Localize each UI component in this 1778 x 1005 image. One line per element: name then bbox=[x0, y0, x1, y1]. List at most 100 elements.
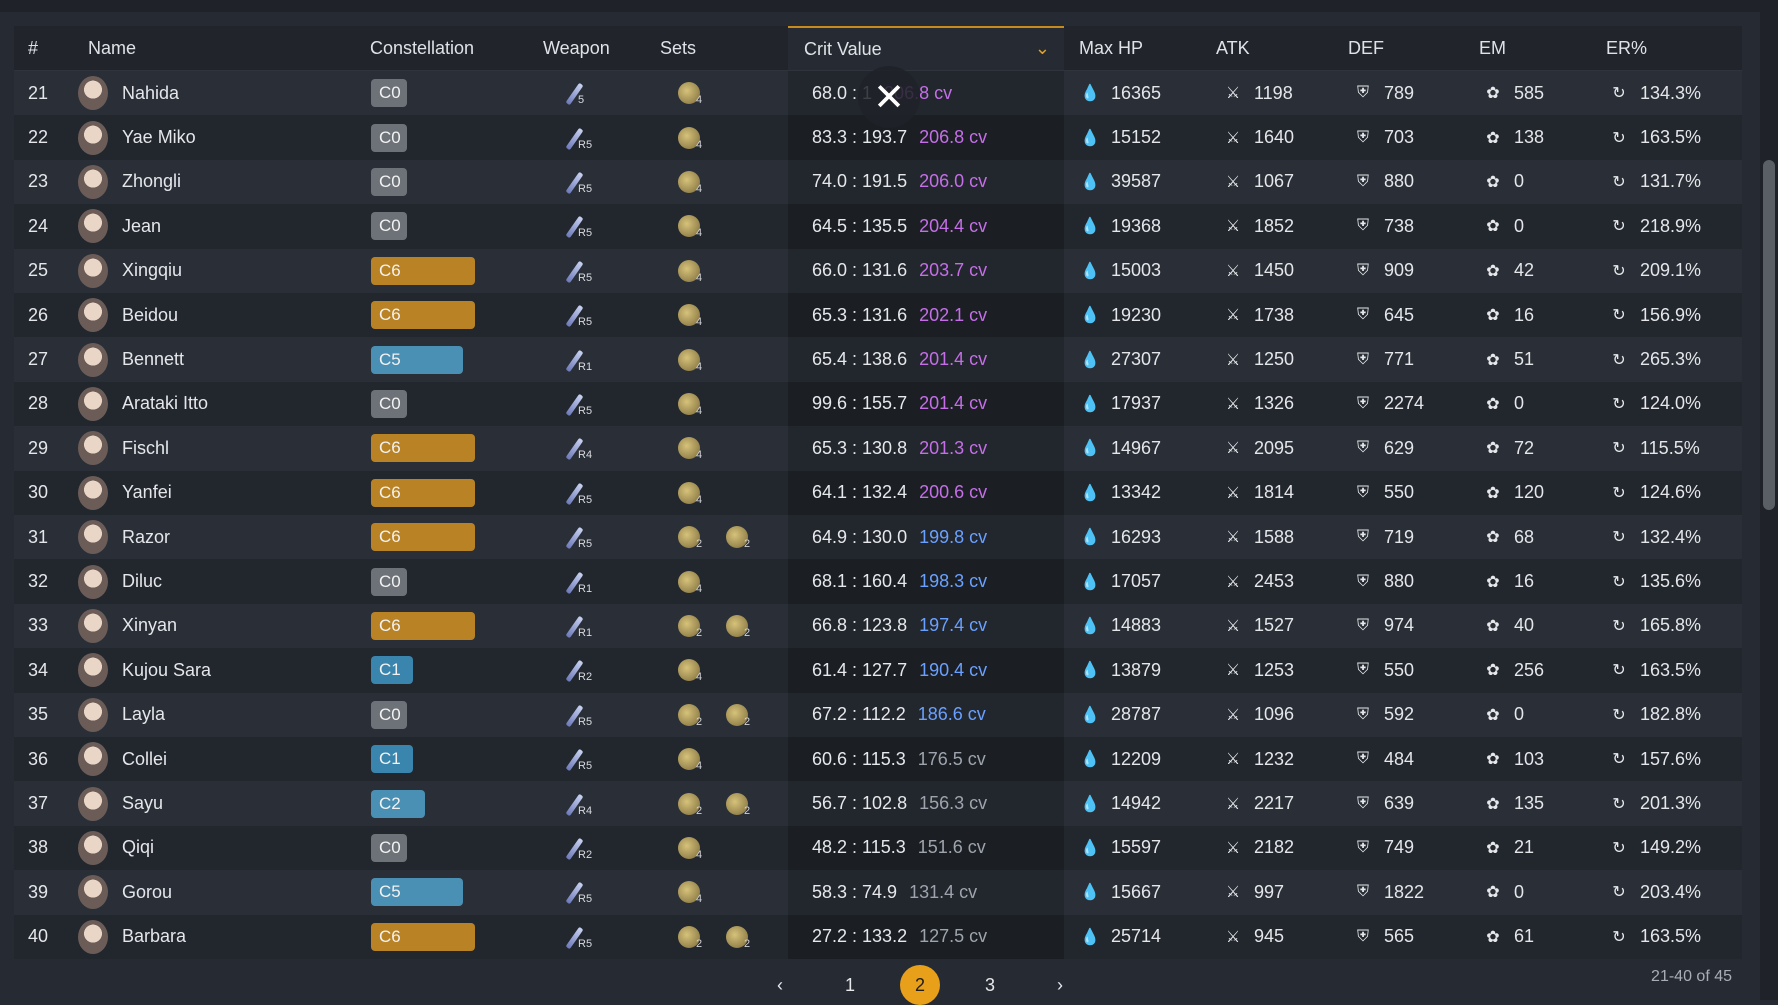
character-name-cell[interactable]: Qiqi bbox=[78, 826, 338, 870]
table-row[interactable]: 23 Zhongli C0 R5 4 74.0 : 191.5 206.0 cv 💧 39587… bbox=[14, 159, 1742, 205]
table-row[interactable]: 33 Xinyan C6 R1 2 2 66.8 : 123.8 197.4 cv 💧 14883… bbox=[14, 603, 1742, 649]
table-row[interactable]: 40 Barbara C6 R5 2 2 27.2 : 133.2 127.5 cv 💧 2571… bbox=[14, 914, 1742, 959]
sets-cell[interactable]: 4 bbox=[678, 115, 788, 159]
weapon-cell[interactable]: R2 bbox=[562, 648, 622, 692]
header-def[interactable]: DEF bbox=[1348, 37, 1384, 58]
table-row[interactable]: 31 Razor C6 R5 2 2 64.9 : 130.0 199.8 cv 💧 16293 ⚔… bbox=[14, 515, 1742, 560]
sets-cell[interactable]: 4 bbox=[678, 426, 788, 470]
character-name-cell[interactable]: Jean bbox=[78, 204, 338, 248]
weapon-cell[interactable]: R5 bbox=[562, 382, 622, 426]
table-row[interactable]: 22 Yae Miko C0 R5 4 83.3 : 193.7 206.8 cv 💧 1515… bbox=[14, 115, 1742, 160]
weapon-cell[interactable]: R4 bbox=[562, 781, 622, 825]
character-name-cell[interactable]: Sayu bbox=[78, 781, 338, 825]
table-row[interactable]: 30 Yanfei C6 R5 4 64.1 : 132.4 200.6 cv 💧 13342 ⚔… bbox=[14, 470, 1742, 515]
header-number[interactable]: # bbox=[28, 37, 39, 58]
table-row[interactable]: 32 Diluc C0 R1 4 68.1 : 160.4 198.3 cv 💧 17057 ⚔ 2… bbox=[14, 559, 1742, 604]
weapon-cell[interactable]: R5 bbox=[562, 915, 622, 959]
weapon-cell[interactable]: R5 bbox=[562, 737, 622, 781]
header-name[interactable]: Name bbox=[88, 37, 137, 58]
weapon-cell[interactable]: R5 bbox=[562, 249, 622, 293]
character-name-cell[interactable]: Bennett bbox=[78, 337, 338, 381]
header-er[interactable]: ER% bbox=[1606, 37, 1648, 58]
character-name-cell[interactable]: Arataki Itto bbox=[78, 382, 338, 426]
header-weapon[interactable]: Weapon bbox=[543, 37, 610, 58]
table-row[interactable]: 27 Bennett C5 R1 4 65.4 : 138.6 201.4 cv 💧 27307… bbox=[14, 337, 1742, 382]
header-crit-value[interactable]: Crit Value ⌄ bbox=[788, 26, 1064, 70]
sets-cell[interactable]: 4 bbox=[678, 337, 788, 381]
header-max-hp[interactable]: Max HP bbox=[1079, 37, 1144, 58]
weapon-cell[interactable]: R5 bbox=[562, 693, 622, 737]
header-em[interactable]: EM bbox=[1479, 37, 1506, 58]
sets-cell[interactable]: 4 bbox=[678, 471, 788, 515]
weapon-cell[interactable]: R5 bbox=[562, 471, 622, 515]
prev-page-button[interactable]: ‹ bbox=[777, 974, 783, 995]
page-1-button[interactable]: 1 bbox=[844, 974, 855, 995]
table-row[interactable]: 24 Jean C0 R5 4 64.5 : 135.5 204.4 cv 💧 19368 ⚔ 18… bbox=[14, 204, 1742, 249]
weapon-cell[interactable]: R4 bbox=[562, 426, 622, 470]
sets-cell[interactable]: 4 bbox=[678, 382, 788, 426]
scrollbar-thumb[interactable] bbox=[1763, 160, 1775, 510]
table-row[interactable]: 34 Kujou Sara C1 R2 4 61.4 : 127.7 190.4 cv 💧 13… bbox=[14, 648, 1742, 693]
page-3-button[interactable]: 3 bbox=[984, 974, 995, 995]
header-constellation[interactable]: Constellation bbox=[370, 37, 475, 58]
weapon-cell[interactable]: R5 bbox=[562, 115, 622, 159]
table-row[interactable]: 38 Qiqi C0 R2 4 48.2 : 115.3 151.6 cv 💧 15597 ⚔ 21… bbox=[14, 825, 1742, 871]
character-name-cell[interactable]: Diluc bbox=[78, 559, 338, 603]
weapon-cell[interactable]: R5 bbox=[562, 515, 622, 559]
weapon-cell[interactable]: 5 bbox=[562, 71, 622, 115]
sets-cell[interactable]: 4 bbox=[678, 71, 788, 115]
header-atk[interactable]: ATK bbox=[1216, 37, 1250, 58]
character-name-cell[interactable]: Barbara bbox=[78, 915, 338, 959]
sets-cell[interactable]: 4 bbox=[678, 826, 788, 870]
header-sets[interactable]: Sets bbox=[660, 37, 697, 58]
table-row[interactable]: 36 Collei C1 R5 4 60.6 : 115.3 176.5 cv 💧 12209 ⚔… bbox=[14, 737, 1742, 782]
character-name-cell[interactable]: Zhongli bbox=[78, 160, 338, 204]
weapon-cell[interactable]: R5 bbox=[562, 293, 622, 337]
page-2-button[interactable]: 2 bbox=[900, 965, 940, 1005]
character-name-cell[interactable]: Xingqiu bbox=[78, 249, 338, 293]
table-row[interactable]: 25 Xingqiu C6 R5 4 66.0 : 131.6 203.7 cv 💧 15003… bbox=[14, 248, 1742, 293]
character-name-cell[interactable]: Razor bbox=[78, 515, 338, 559]
sets-cell[interactable]: 4 bbox=[678, 204, 788, 248]
table-row[interactable]: 29 Fischl C6 R4 4 65.3 : 130.8 201.3 cv 💧 14967 ⚔… bbox=[14, 426, 1742, 471]
sets-cell[interactable]: 4 bbox=[678, 160, 788, 204]
sets-cell[interactable]: 4 bbox=[678, 648, 788, 692]
close-button[interactable]: ✕ bbox=[858, 66, 920, 128]
weapon-cell[interactable]: R1 bbox=[562, 337, 622, 381]
scrollbar[interactable] bbox=[1760, 0, 1778, 1000]
weapon-cell[interactable]: R5 bbox=[562, 160, 622, 204]
weapon-cell[interactable]: R5 bbox=[562, 870, 622, 914]
character-name-cell[interactable]: Collei bbox=[78, 737, 338, 781]
character-name-cell[interactable]: Yae Miko bbox=[78, 115, 338, 159]
character-name-cell[interactable]: Gorou bbox=[78, 870, 338, 914]
character-name-cell[interactable]: Yanfei bbox=[78, 471, 338, 515]
weapon-cell[interactable]: R1 bbox=[562, 604, 622, 648]
character-name-cell[interactable]: Layla bbox=[78, 693, 338, 737]
character-name-cell[interactable]: Fischl bbox=[78, 426, 338, 470]
weapon-cell[interactable]: R1 bbox=[562, 559, 622, 603]
table-row[interactable]: 26 Beidou C6 R5 4 65.3 : 131.6 202.1 cv 💧 19230 ⚔… bbox=[14, 293, 1742, 338]
sets-cell[interactable]: 4 bbox=[678, 293, 788, 337]
character-name-cell[interactable]: Xinyan bbox=[78, 604, 338, 648]
character-name-cell[interactable]: Kujou Sara bbox=[78, 648, 338, 692]
table-row[interactable]: 35 Layla C0 R5 2 2 67.2 : 112.2 186.6 cv 💧 28787 ⚔… bbox=[14, 692, 1742, 737]
next-page-button[interactable]: › bbox=[1057, 974, 1063, 995]
weapon-cell[interactable]: R2 bbox=[562, 826, 622, 870]
table-row[interactable]: 39 Gorou C5 R5 4 58.3 : 74.9 131.4 cv 💧 15667 ⚔ 99… bbox=[14, 870, 1742, 915]
sort-descending-icon[interactable]: ⌄ bbox=[1034, 38, 1050, 58]
sets-cell[interactable]: 4 bbox=[678, 737, 788, 781]
weapon-cell[interactable]: R5 bbox=[562, 204, 622, 248]
em-orbs-icon: ✿ bbox=[1486, 218, 1500, 236]
sets-cell[interactable]: 4 bbox=[678, 559, 788, 603]
table-row[interactable]: 37 Sayu C2 R4 2 2 56.7 : 102.8 156.3 cv 💧 14942 ⚔ 2… bbox=[14, 781, 1742, 826]
table-row[interactable]: 28 Arataki Itto C0 R5 4 99.6 : 155.7 201.4 cv 💧… bbox=[14, 381, 1742, 427]
sets-cell[interactable]: 4 bbox=[678, 249, 788, 293]
character-name-cell[interactable]: Beidou bbox=[78, 293, 338, 337]
character-name-cell[interactable]: Nahida bbox=[78, 71, 338, 115]
sets-cell[interactable]: 4 bbox=[678, 870, 788, 914]
